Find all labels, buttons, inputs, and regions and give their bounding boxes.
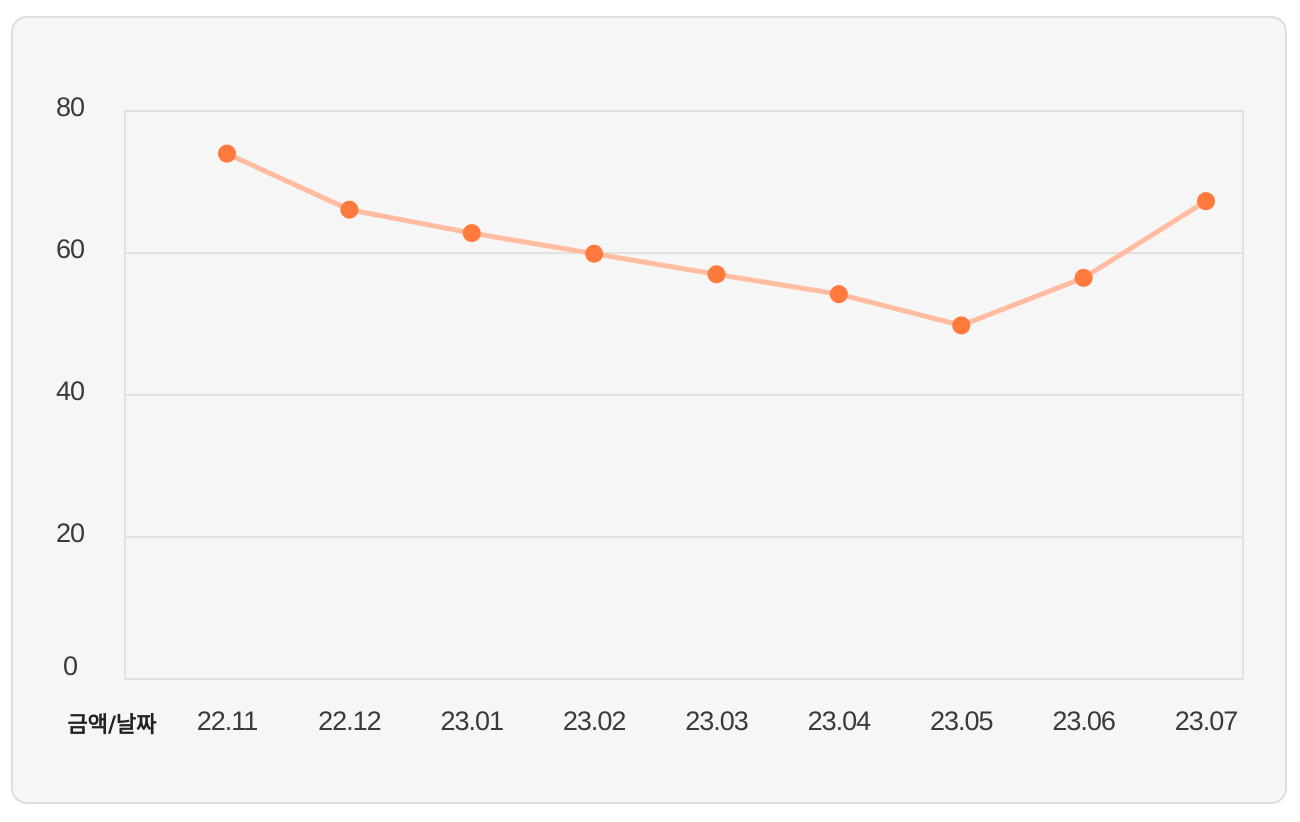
x-tick-label: 22.12 (318, 706, 381, 736)
y-tick-label: 80 (56, 92, 84, 122)
x-tick-label: 23.03 (685, 706, 748, 736)
x-tick-label: 23.07 (1175, 706, 1238, 736)
data-point (829, 285, 848, 304)
x-tick-label: 23.06 (1052, 706, 1115, 736)
series-layer (218, 144, 1215, 335)
data-point (707, 265, 726, 284)
data-point (340, 200, 359, 219)
y-axis-ticks: 0 20 40 60 80 (56, 92, 85, 681)
x-tick-label: 23.01 (440, 706, 503, 736)
y-tick-label: 20 (56, 518, 84, 548)
series-line (224, 151, 1209, 328)
data-point (1197, 192, 1215, 211)
data-point (218, 144, 236, 163)
data-point (462, 224, 481, 243)
x-tick-label: 23.05 (930, 706, 993, 736)
x-tick-label: 23.04 (808, 706, 872, 736)
data-point (952, 316, 971, 335)
y-tick-label: 40 (56, 376, 84, 406)
x-tick-label: 22.11 (197, 706, 258, 736)
y-tick-label: 60 (56, 234, 84, 264)
gridlines (124, 110, 1244, 680)
y-tick-label: 0 (63, 651, 77, 681)
data-point (1074, 268, 1093, 287)
corner-label: 금액/날짜 (68, 713, 158, 738)
x-axis-ticks: 22.11 22.12 23.01 23.02 23.03 23.04 23.05 23.06… (197, 706, 1239, 736)
x-tick-label: 23.02 (563, 706, 626, 736)
data-point (585, 244, 604, 263)
